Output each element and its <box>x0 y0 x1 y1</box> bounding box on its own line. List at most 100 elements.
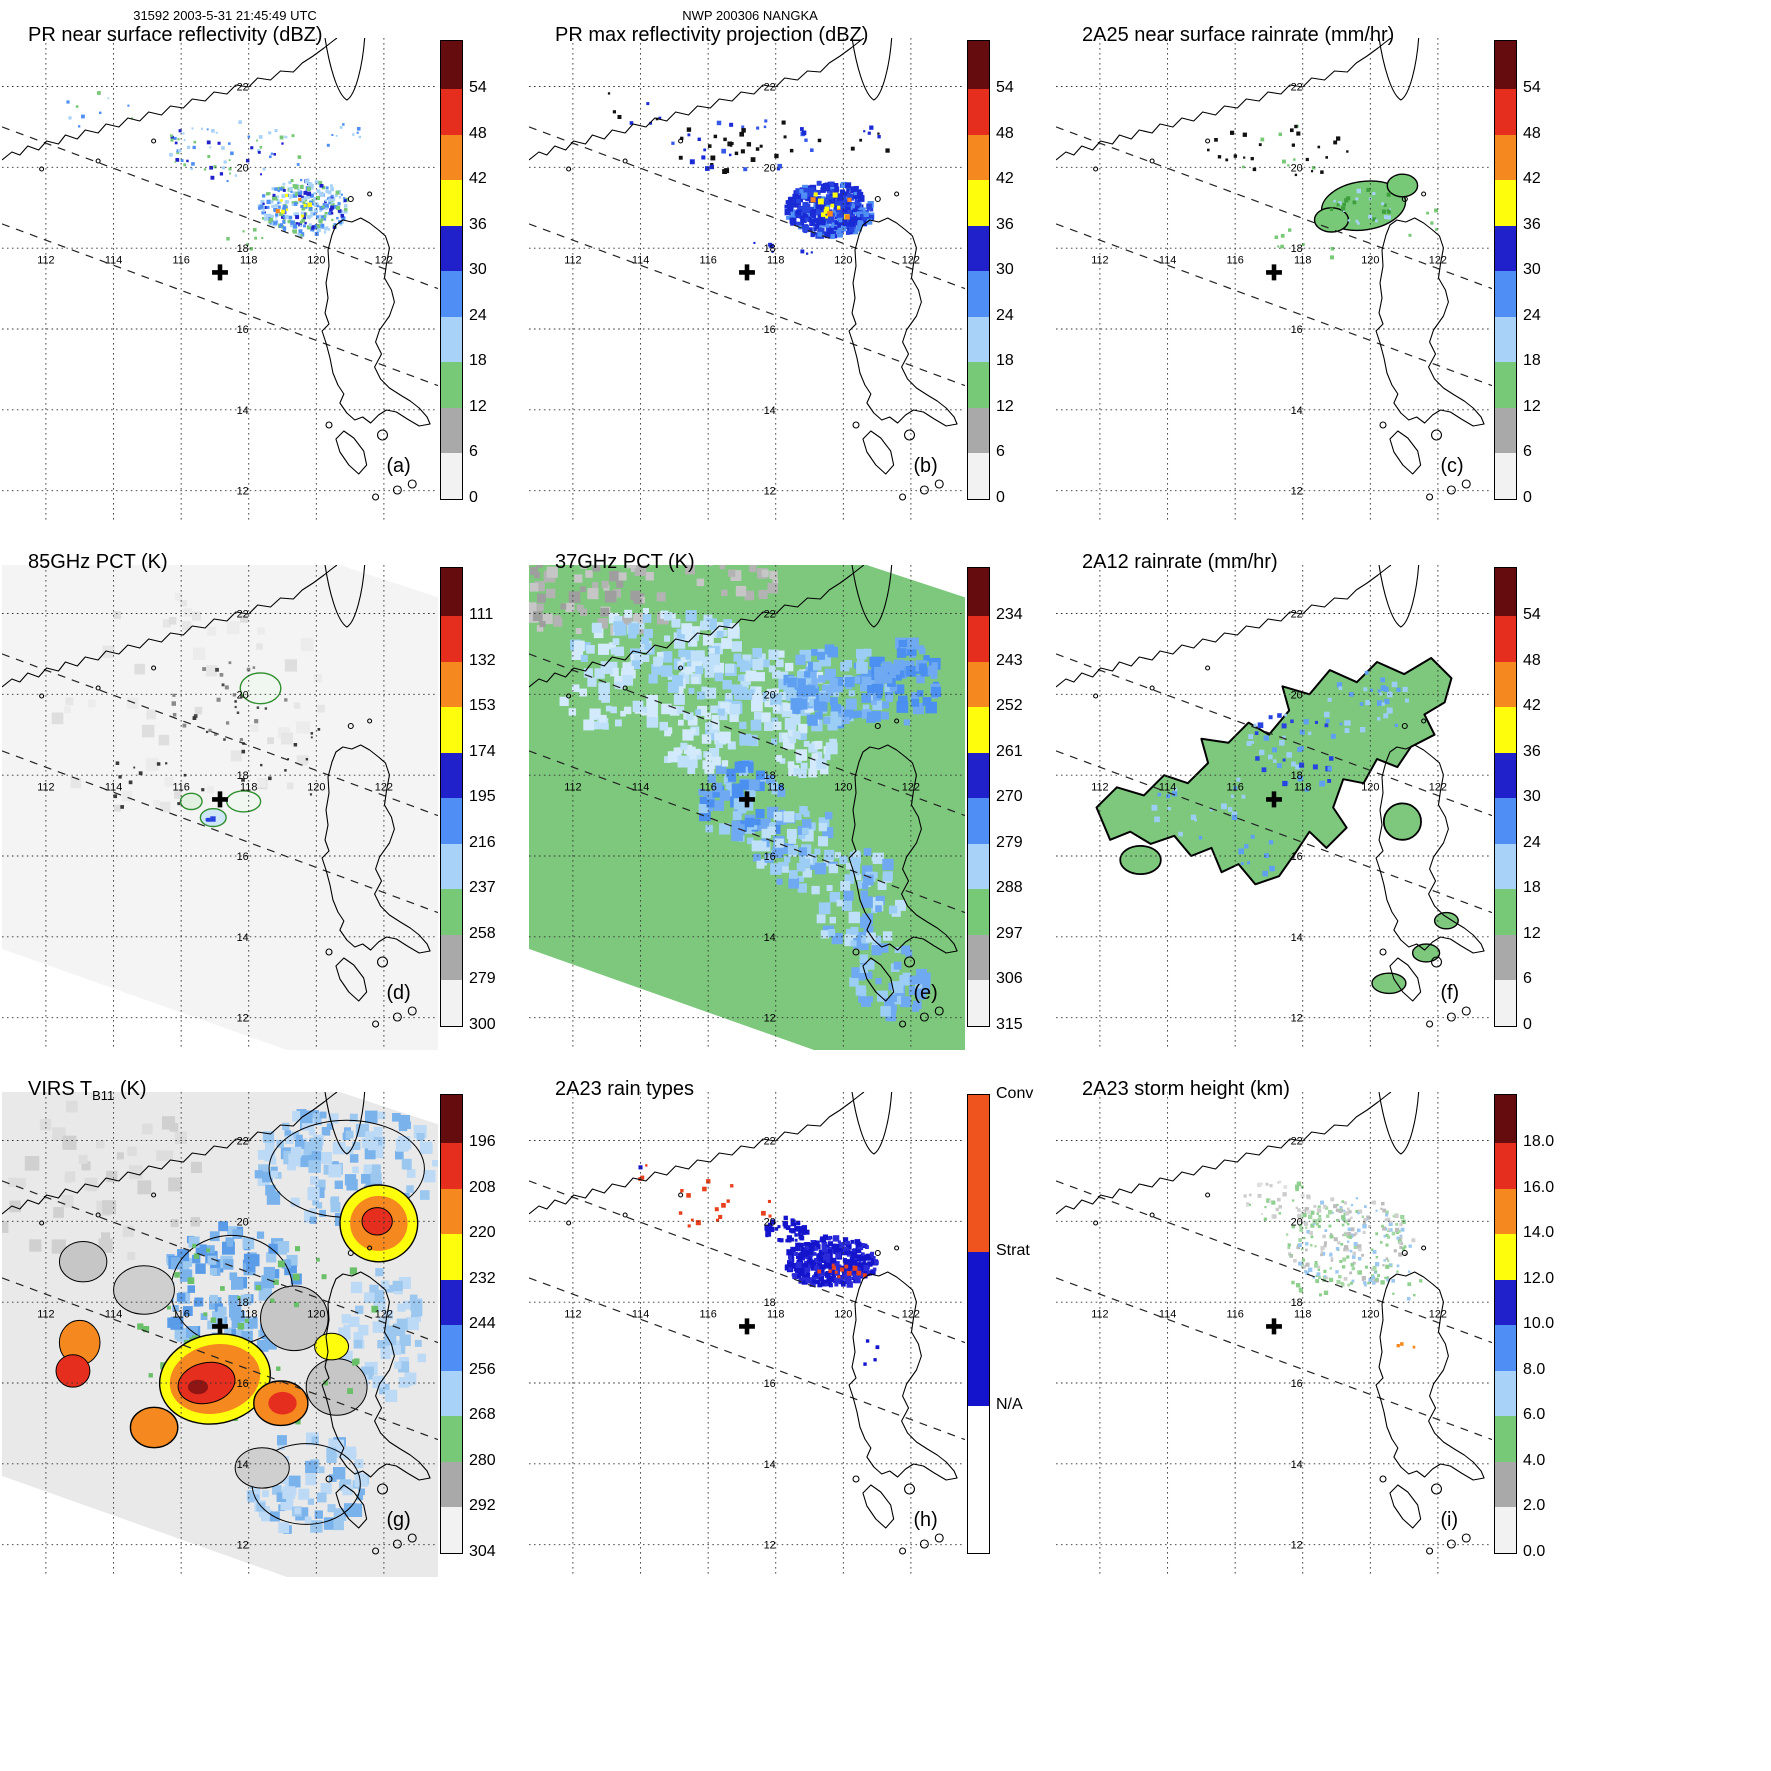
colorbar-tick: 30 <box>469 261 487 279</box>
colorbar-label: Strat <box>996 1242 1030 1260</box>
lat-tick-label: 20 <box>237 689 249 701</box>
panel-letter-c: (c) <box>1440 455 1463 477</box>
lat-tick-label: 20 <box>1291 689 1303 701</box>
lon-tick-label: 120 <box>834 254 852 266</box>
colorbar-tick: 36 <box>1523 215 1541 233</box>
colorbar-tick: 54 <box>1523 606 1541 623</box>
panel-f: 2A12 rainrate (mm/hr) 112 114 116 118 120 122 1… <box>1054 537 1581 1064</box>
lon-tick-label: 114 <box>105 1308 122 1320</box>
storm-center-cross <box>739 1318 755 1335</box>
panel-letter-i: (i) <box>1440 1509 1458 1531</box>
colorbar-tick: 18.0 <box>1523 1133 1555 1150</box>
map-e: 112 114 116 118 120 122 12 14 16 18 20 22 (e) <box>529 565 965 1050</box>
lon-tick-label: 120 <box>1361 1308 1379 1320</box>
colorbar-tick: 48 <box>1523 124 1541 142</box>
lat-tick-label: 16 <box>237 324 249 336</box>
lon-tick-label: 112 <box>37 254 54 266</box>
grid-lines <box>2 565 438 1050</box>
lat-tick-label: 22 <box>237 1135 249 1147</box>
lon-tick-label: 112 <box>564 1308 581 1320</box>
colorbar-i <box>1494 1094 1517 1554</box>
colorbar-d <box>440 567 463 1027</box>
colorbar-tick: 12 <box>1523 397 1541 415</box>
lon-tick-label: 114 <box>632 781 649 793</box>
colorbar-b <box>967 40 990 500</box>
lat-tick-label: 22 <box>764 1135 776 1147</box>
colorbar-tick: 48 <box>1523 651 1541 669</box>
lat-tick-label: 16 <box>1291 851 1303 863</box>
lat-tick-label: 20 <box>237 162 249 174</box>
colorbar-tick: 30 <box>1523 788 1541 806</box>
lat-tick-label: 18 <box>764 770 776 782</box>
colorbar-tick: 288 <box>996 879 1023 897</box>
colorbar-tick: 36 <box>1523 742 1541 760</box>
lon-tick-label: 112 <box>37 781 54 793</box>
lon-tick-label: 116 <box>1226 254 1243 266</box>
map-b: 112 114 116 118 120 122 12 14 16 18 20 22 (b) <box>529 38 965 523</box>
lat-tick-label: 14 <box>764 1459 776 1471</box>
colorbar-tick: 12 <box>1523 924 1541 942</box>
map-f: 112 114 116 118 120 122 12 14 16 18 20 22 (f) <box>1056 565 1492 1050</box>
lat-tick-label: 22 <box>764 608 776 620</box>
data-layer-f <box>1095 657 1459 995</box>
panel-f-title: 2A12 rainrate (mm/hr) <box>1082 551 1278 576</box>
lat-tick-label: 22 <box>764 81 776 93</box>
lon-tick-label: 120 <box>1361 781 1379 793</box>
colorbar-tick: 54 <box>469 79 487 96</box>
lon-tick-label: 116 <box>1226 1308 1243 1320</box>
lon-tick-label: 120 <box>307 1308 325 1320</box>
colorbar-tick: 315 <box>996 1016 1023 1033</box>
colorbar-tick: 30 <box>1523 261 1541 279</box>
lat-tick-label: 16 <box>1291 324 1303 336</box>
panel-c-title: 2A25 near surface rainrate (mm/hr) <box>1082 24 1394 49</box>
lat-tick-label: 22 <box>237 81 249 93</box>
colorbar-tick: 24 <box>1523 306 1541 324</box>
lon-tick-label: 112 <box>564 781 581 793</box>
map-d: 112 114 116 118 120 122 12 14 16 18 20 22 (d) <box>2 565 438 1050</box>
colorbar-tick: 4.0 <box>1523 1451 1546 1469</box>
colorbar-tick: 243 <box>996 651 1023 669</box>
colorbar-tick: 132 <box>469 651 496 669</box>
lon-tick-label: 112 <box>1091 781 1108 793</box>
data-layer-c <box>1207 124 1438 260</box>
lat-tick-label: 16 <box>764 1378 776 1390</box>
storm-name-label: NWP 200306 NANGKA <box>682 8 818 23</box>
lat-tick-label: 12 <box>1291 486 1303 498</box>
data-layer-d <box>2 565 438 1050</box>
colorbar-tick: 6.0 <box>1523 1406 1546 1424</box>
axis-labels: 112 114 116 118 120 122 12 14 16 18 20 22 <box>564 81 920 497</box>
colorbar-tick: 30 <box>996 261 1014 279</box>
lon-tick-label: 116 <box>699 1308 716 1320</box>
colorbar-tick: 0.0 <box>1523 1543 1546 1560</box>
lat-tick-label: 18 <box>1291 770 1303 782</box>
lon-tick-label: 122 <box>375 781 393 793</box>
lat-tick-label: 16 <box>764 324 776 336</box>
lon-tick-label: 118 <box>1294 254 1311 266</box>
panel-h-title: 2A23 rain types <box>555 1078 694 1103</box>
lat-tick-label: 18 <box>1291 1297 1303 1309</box>
colorbar-label: N/A <box>996 1396 1023 1414</box>
colorbar-tick: 54 <box>996 79 1014 96</box>
colorbar-tick: 0 <box>1523 1016 1532 1033</box>
lon-tick-label: 122 <box>902 254 920 266</box>
lat-tick-label: 12 <box>764 1540 776 1552</box>
coastlines <box>1056 565 1485 1028</box>
panel-title-text: 85GHz PCT (K) <box>28 551 168 573</box>
panel-title-text: 2A12 rainrate (mm/hr) <box>1082 551 1278 573</box>
colorbar-tick: 8.0 <box>1523 1360 1546 1378</box>
panel-letter-e: (e) <box>913 982 937 1004</box>
lat-tick-label: 22 <box>1291 81 1303 93</box>
lat-tick-label: 20 <box>764 1216 776 1228</box>
data-layer-g <box>2 1092 438 1577</box>
panel-e: 37GHz PCT (K) 112 114 116 118 120 122 12 14 16 18 2… <box>527 537 1054 1064</box>
colorbar-tick: 0 <box>996 489 1005 506</box>
panel-d-title: 85GHz PCT (K) <box>28 551 168 576</box>
colorbar-tick: 10.0 <box>1523 1315 1555 1333</box>
lon-tick-label: 112 <box>564 254 581 266</box>
colorbar-tick: 261 <box>996 742 1023 760</box>
lat-tick-label: 18 <box>764 1297 776 1309</box>
lon-tick-label: 114 <box>105 254 122 266</box>
map-a: 112 114 116 118 120 122 12 14 16 18 20 22 (a) <box>2 38 438 523</box>
lat-tick-label: 20 <box>237 1216 249 1228</box>
lat-tick-label: 22 <box>1291 608 1303 620</box>
